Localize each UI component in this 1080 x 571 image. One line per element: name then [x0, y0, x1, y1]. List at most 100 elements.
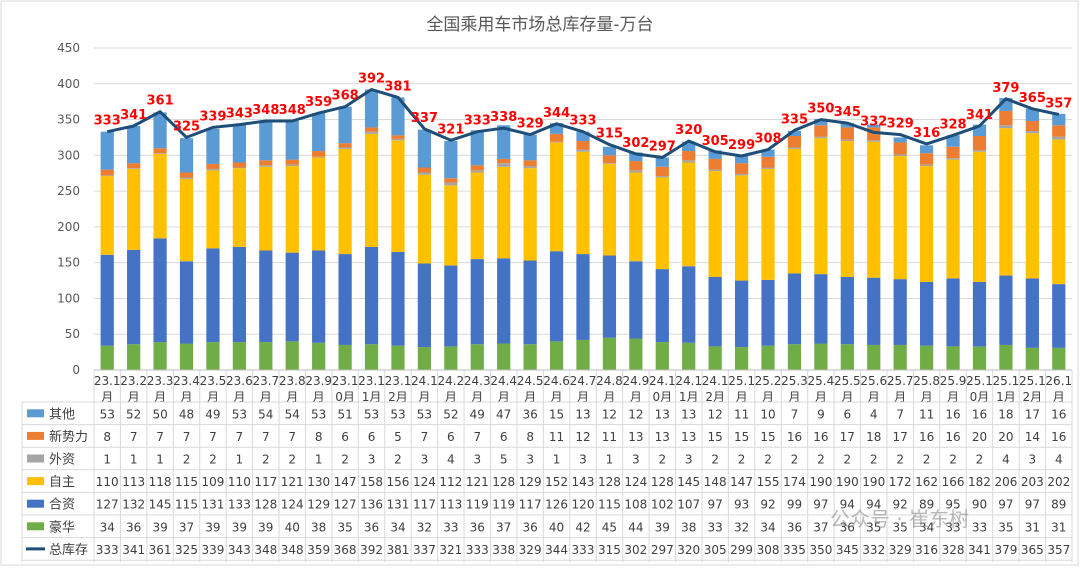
table-cell: 2 — [658, 453, 666, 467]
bar-segment — [364, 246, 379, 345]
table-cell: 97 — [1025, 498, 1040, 512]
table-cell: 6 — [500, 430, 508, 444]
table-cell: 89 — [1051, 498, 1066, 512]
bar-segment — [100, 254, 114, 346]
bar-segment — [206, 168, 220, 171]
bar-segment — [100, 131, 114, 170]
table-cell: 2 — [976, 453, 984, 467]
table-cell: 2 — [844, 453, 852, 467]
bar-segment — [127, 163, 141, 169]
x-tick-label: 24.1 — [649, 374, 676, 388]
data-label: 348 — [279, 103, 306, 118]
x-tick-label-line2: 1月 — [996, 390, 1016, 404]
bar-segment — [840, 276, 854, 345]
bar-segment — [787, 273, 802, 345]
data-label: 321 — [437, 122, 464, 137]
bar-segment — [549, 341, 564, 370]
x-tick-label: 23.9 — [305, 374, 332, 388]
table-cell: 95 — [945, 498, 960, 512]
table-cell: 190 — [836, 475, 859, 489]
x-tick-label-line2: 月 — [736, 390, 748, 404]
table-cell: 33 — [945, 520, 960, 534]
table-cell: 33 — [708, 520, 723, 534]
bar-segment — [444, 182, 458, 186]
y-tick-label: 100 — [57, 291, 80, 305]
x-tick-label: 25.1 — [1019, 374, 1046, 388]
bar-segment — [920, 153, 934, 165]
x-tick-label: 24.3 — [464, 374, 491, 388]
table-cell: 102 — [651, 498, 674, 512]
table-cell: 172 — [889, 475, 912, 489]
table-cell: 32 — [417, 520, 432, 534]
table-cell: 16 — [945, 430, 960, 444]
table-cell: 10 — [760, 407, 775, 421]
bar-segment — [920, 164, 934, 167]
table-cell: 7 — [791, 407, 799, 421]
table-cell: 162 — [915, 475, 938, 489]
x-tick-label-line2: 月 — [1053, 390, 1065, 404]
bar-segment — [206, 342, 220, 370]
bar-segment — [946, 159, 960, 279]
data-label: 316 — [913, 126, 940, 141]
table-cell: 8 — [103, 430, 111, 444]
table-cell: 53 — [417, 407, 432, 421]
bar-segment — [285, 252, 299, 342]
bar-segment — [999, 110, 1013, 126]
x-tick-label-line2: 1月 — [362, 390, 382, 404]
table-cell: 7 — [896, 407, 904, 421]
x-tick-label-line2: 月 — [868, 390, 880, 404]
table-cell: 357 — [1047, 543, 1070, 557]
data-label: 320 — [675, 123, 702, 138]
table-cell: 35 — [866, 520, 881, 534]
table-cell: 155 — [757, 475, 780, 489]
bar-segment — [153, 153, 167, 239]
table-cell: 17 — [1025, 407, 1040, 421]
table-cell: 3 — [1029, 453, 1037, 467]
table-cell: 3 — [685, 453, 693, 467]
table-cell: 33 — [972, 520, 987, 534]
data-label: 329 — [887, 117, 914, 132]
table-cell: 6 — [341, 430, 349, 444]
table-cell: 32 — [734, 520, 749, 534]
bar-segment — [179, 261, 194, 344]
table-cell: 2 — [817, 453, 825, 467]
bar-segment — [602, 163, 617, 256]
y-tick-label: 150 — [57, 256, 80, 270]
x-tick-label: 23.7 — [252, 374, 279, 388]
bar-segment — [1025, 278, 1039, 348]
x-tick-label-line2: 月 — [947, 390, 959, 404]
data-label: 325 — [173, 119, 200, 134]
bar-segment — [972, 346, 987, 370]
table-cell: 109 — [201, 475, 224, 489]
bar-segment — [708, 276, 722, 347]
table-cell: 1 — [156, 453, 164, 467]
table-cell: 3 — [421, 453, 429, 467]
bar-segment — [179, 177, 194, 179]
bar-segment — [497, 158, 511, 164]
bar-segment — [285, 120, 299, 160]
table-cell: 52 — [443, 407, 458, 421]
x-tick-label-line2: 月 — [313, 390, 325, 404]
bar-segment — [734, 163, 749, 174]
x-tick-label-line2: 月 — [524, 390, 536, 404]
bar-segment — [920, 281, 934, 346]
table-cell: 39 — [205, 520, 220, 534]
table-cell: 13 — [575, 407, 590, 421]
data-label: 335 — [781, 112, 808, 127]
table-cell: 124 — [413, 475, 436, 489]
bar-segment — [444, 141, 458, 179]
bar-segment — [1052, 125, 1066, 137]
x-tick-label-line2: 月 — [418, 390, 430, 404]
table-cell: 97 — [708, 498, 723, 512]
table-cell: 36 — [787, 520, 802, 534]
table-cell: 117 — [254, 475, 277, 489]
x-tick-label-line2: 月 — [154, 390, 166, 404]
table-cell: 158 — [360, 475, 383, 489]
table-cell: 36 — [126, 520, 141, 534]
table-cell: 124 — [281, 498, 304, 512]
bar-segment — [787, 131, 802, 137]
bar-segment — [444, 185, 458, 266]
table-cell: 16 — [1051, 430, 1066, 444]
bar-segment — [629, 161, 643, 171]
data-label: 365 — [1019, 91, 1046, 106]
